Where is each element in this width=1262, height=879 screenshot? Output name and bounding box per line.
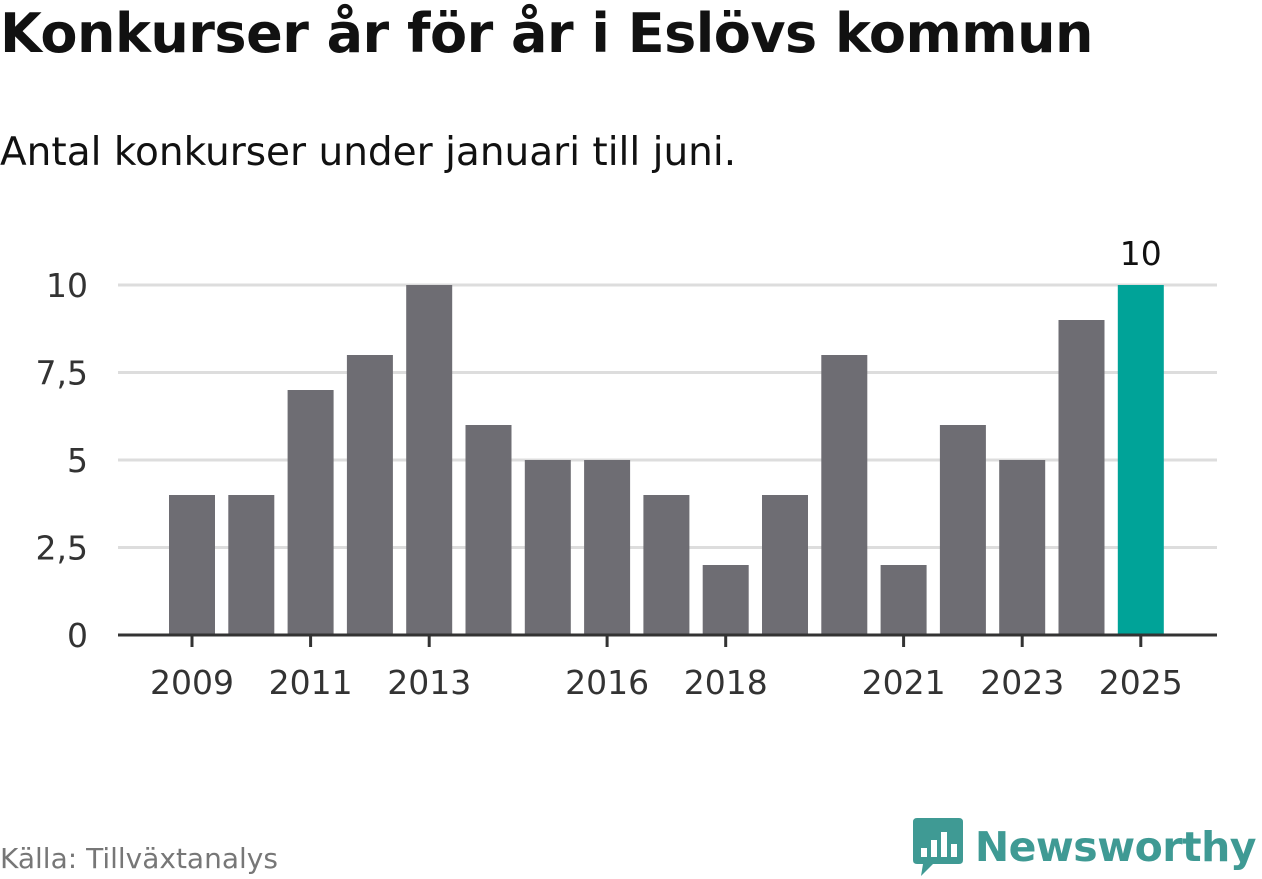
x-tick-label: 2011 xyxy=(269,663,353,702)
y-tick-label: 10 xyxy=(46,266,88,305)
bar-2014 xyxy=(465,425,512,635)
bar-2025 xyxy=(1117,285,1164,635)
y-tick-label: 5 xyxy=(67,441,88,480)
x-axis-tick-labels: 2009 2011 2013 2016 2018 2021 2023 2025 xyxy=(150,663,1183,702)
x-tick-label: 2021 xyxy=(862,663,946,702)
x-tick-label: 2009 xyxy=(150,663,234,702)
brand-logo: Newsworthy xyxy=(912,818,1257,876)
y-axis-tick-labels: 0 2,5 5 7,5 10 xyxy=(36,266,88,655)
bar-2021 xyxy=(880,565,927,635)
bar-2019 xyxy=(762,495,808,635)
bar-2015 xyxy=(524,460,571,635)
bar-2022 xyxy=(939,425,986,635)
brand-name: Newsworthy xyxy=(974,823,1257,871)
data-label-2025: 10 xyxy=(1120,234,1162,273)
bar-2011 xyxy=(287,390,334,635)
bar-2024 xyxy=(1058,320,1105,635)
bar-2023 xyxy=(999,460,1046,635)
x-tick-label: 2023 xyxy=(980,663,1064,702)
newsworthy-logo-icon xyxy=(912,818,963,876)
bar-2017 xyxy=(643,495,690,635)
bar-2010 xyxy=(228,495,275,635)
bar-2020 xyxy=(821,355,868,635)
x-tick-label: 2016 xyxy=(565,663,649,702)
chart-subtitle: Antal konkurser under januari till juni. xyxy=(0,130,737,175)
bar-2012 xyxy=(346,355,393,635)
bar-2009 xyxy=(169,495,215,635)
bars xyxy=(169,285,1164,635)
source-note: Källa: Tillväxtanalys xyxy=(0,842,278,875)
x-axis xyxy=(118,633,1217,647)
y-tick-label: 2,5 xyxy=(36,529,88,568)
y-tick-label: 7,5 xyxy=(36,354,88,393)
x-tick-label: 2013 xyxy=(387,663,471,702)
chart-title: Konkurser år för år i Eslövs kommun xyxy=(0,2,1093,65)
bar-2016 xyxy=(584,460,631,635)
x-tick-label: 2025 xyxy=(1099,663,1183,702)
bar-2013 xyxy=(406,285,453,635)
data-labels: 10 xyxy=(1120,234,1162,273)
bar-2018 xyxy=(702,565,749,635)
x-tick-label: 2018 xyxy=(684,663,768,702)
y-tick-label: 0 xyxy=(67,616,88,655)
